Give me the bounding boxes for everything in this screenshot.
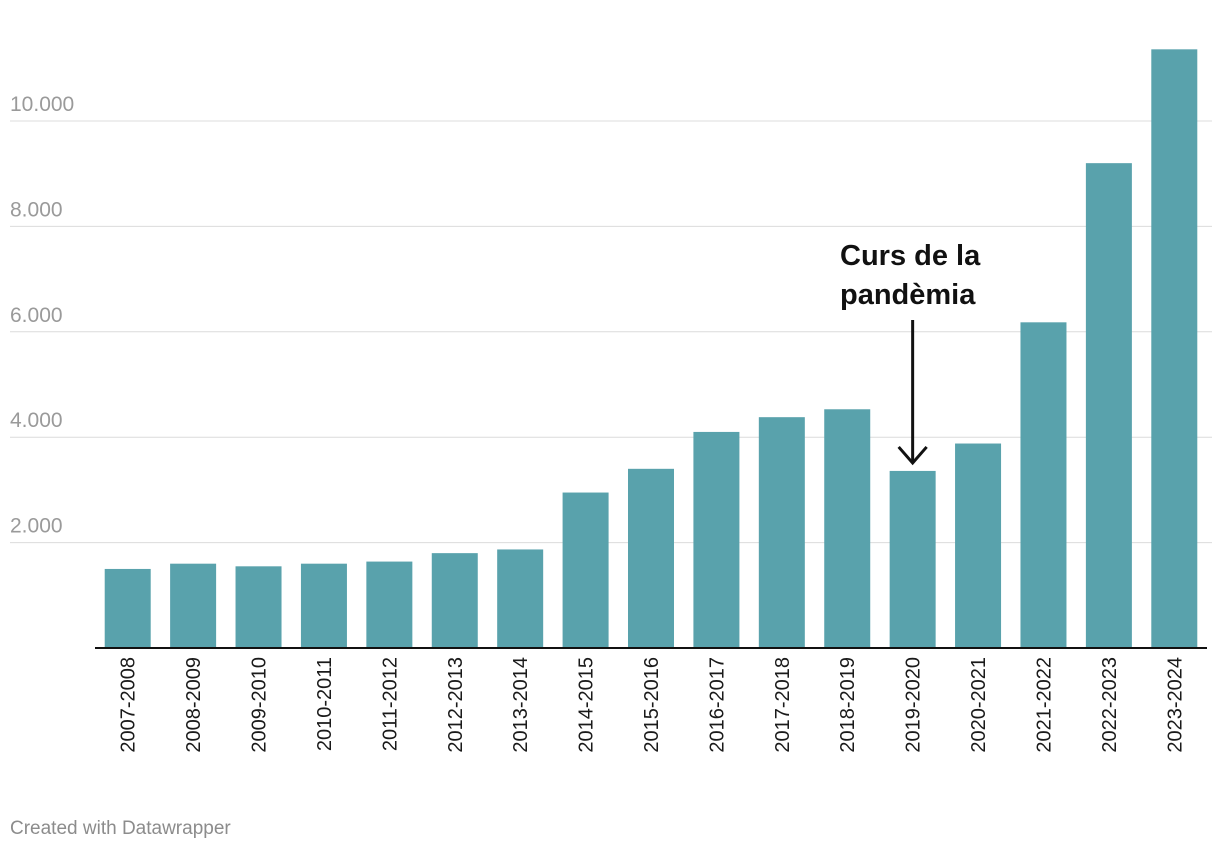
bar xyxy=(693,431,740,648)
x-tick-label: 2010-2011 xyxy=(314,657,336,751)
bar xyxy=(1020,322,1067,648)
bar xyxy=(300,563,347,648)
bar xyxy=(235,566,282,648)
bar xyxy=(955,443,1002,648)
bar xyxy=(824,409,871,648)
bar xyxy=(431,553,478,648)
gridlines xyxy=(10,120,1212,544)
y-tick-label: 6.000 xyxy=(10,304,63,327)
annotation-line-1: Curs de la xyxy=(840,240,981,272)
bar xyxy=(758,417,805,648)
x-tick-label: 2012-2013 xyxy=(445,657,467,753)
bar xyxy=(1085,163,1132,648)
x-tick-label: 2019-2020 xyxy=(903,657,925,753)
x-axis-category-labels: 2007-2008 2008-2009 2009-2010 2010-2011 2011… xyxy=(118,657,1187,753)
bar xyxy=(170,563,217,648)
y-tick-label: 2.000 xyxy=(10,515,63,538)
x-tick-label: 2016-2017 xyxy=(706,657,728,753)
annotation-arrow xyxy=(897,320,928,466)
x-tick-label: 2013-2014 xyxy=(510,657,532,753)
x-tick-label: 2018-2019 xyxy=(837,657,859,753)
bar xyxy=(104,568,151,648)
x-tick-label: 2007-2008 xyxy=(118,657,140,753)
bar xyxy=(628,468,674,648)
bar xyxy=(1151,49,1198,648)
bar xyxy=(889,470,936,648)
bar xyxy=(366,561,413,648)
x-tick-label: 2009-2010 xyxy=(249,657,271,753)
x-tick-label: 2020-2021 xyxy=(968,657,990,753)
x-tick-label: 2017-2018 xyxy=(772,657,794,753)
x-tick-label: 2021-2022 xyxy=(1033,657,1055,753)
annotation: Curs de la pandèmia xyxy=(840,240,981,466)
bars xyxy=(104,49,1198,648)
y-axis-tick-labels: 2.000 4.000 6.000 8.000 10.000 xyxy=(10,93,74,538)
x-tick-label: 2011-2012 xyxy=(379,657,401,751)
bar xyxy=(562,492,609,648)
y-tick-label: 10.000 xyxy=(10,93,74,116)
annotation-line-2: pandèmia xyxy=(840,279,976,311)
x-tick-label: 2023-2024 xyxy=(1164,657,1186,753)
y-tick-label: 4.000 xyxy=(10,409,63,432)
arrow-head xyxy=(897,445,928,466)
credit-text: Created with Datawrapper xyxy=(10,818,231,839)
x-tick-label: 2014-2015 xyxy=(576,657,598,753)
x-tick-label: 2008-2009 xyxy=(183,657,205,753)
x-tick-label: 2022-2023 xyxy=(1099,657,1121,753)
y-tick-label: 8.000 xyxy=(10,198,63,221)
bar xyxy=(497,549,544,648)
x-tick-label: 2015-2016 xyxy=(641,657,663,753)
